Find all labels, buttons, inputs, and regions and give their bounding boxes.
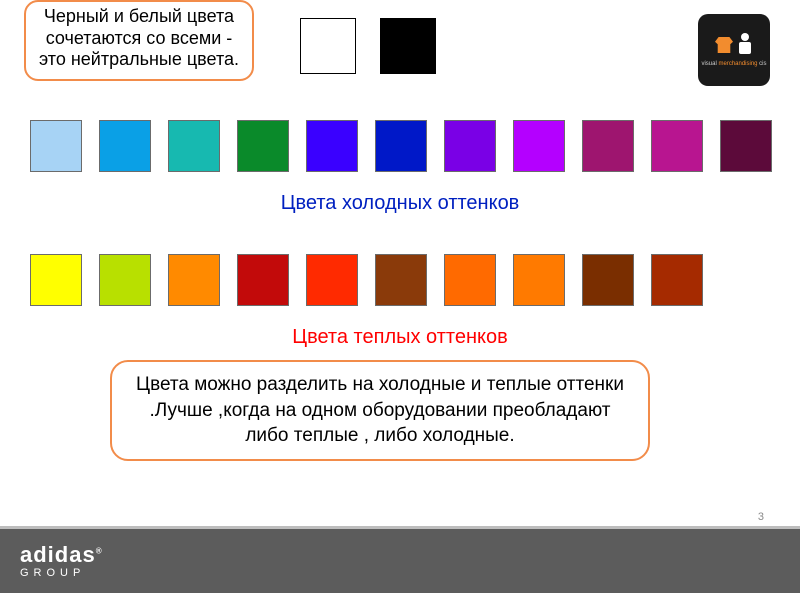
vm-logo-icon — [715, 33, 753, 57]
cold-swatch — [444, 120, 496, 172]
neutral-swatch-row — [300, 18, 436, 74]
warm-swatch — [237, 254, 289, 306]
warm-swatch — [30, 254, 82, 306]
cold-label: Цвета холодных оттенков — [0, 192, 800, 215]
warm-swatch — [168, 254, 220, 306]
neutral-swatch — [300, 18, 356, 74]
warm-label: Цвета теплых оттенков — [0, 326, 800, 349]
cold-swatch — [513, 120, 565, 172]
neutral-swatch — [380, 18, 436, 74]
cold-swatch — [582, 120, 634, 172]
cold-swatch — [30, 120, 82, 172]
neutral-colors-text: Черный и белый цвета сочетаются со всеми… — [39, 6, 239, 69]
cold-swatch — [306, 120, 358, 172]
slide-footer: 3 adidas® GROUP — [0, 524, 800, 600]
shirt-icon — [715, 37, 733, 53]
usage-text: Цвета можно разделить на холодные и тепл… — [136, 374, 624, 446]
cold-swatch — [375, 120, 427, 172]
warm-swatch-row — [30, 254, 703, 306]
cold-swatch — [168, 120, 220, 172]
cold-swatch — [99, 120, 151, 172]
warm-swatch — [582, 254, 634, 306]
warm-swatch — [99, 254, 151, 306]
cold-swatch — [720, 120, 772, 172]
warm-swatch — [651, 254, 703, 306]
warm-swatch — [513, 254, 565, 306]
person-icon — [737, 33, 753, 57]
cold-swatch-row — [30, 120, 772, 172]
vm-logo-label: visual merchandising cis — [701, 61, 766, 67]
warm-swatch — [444, 254, 496, 306]
cold-swatch — [651, 120, 703, 172]
adidas-logo: adidas® GROUP — [20, 544, 103, 579]
neutral-colors-callout: Черный и белый цвета сочетаются со всеми… — [24, 0, 254, 81]
usage-callout: Цвета можно разделить на холодные и тепл… — [110, 360, 650, 461]
warm-swatch — [306, 254, 358, 306]
footer-bar: 3 adidas® GROUP — [0, 529, 800, 593]
page-number: 3 — [758, 511, 764, 523]
warm-swatch — [375, 254, 427, 306]
cold-swatch — [237, 120, 289, 172]
vm-logo: visual merchandising cis — [698, 14, 770, 86]
